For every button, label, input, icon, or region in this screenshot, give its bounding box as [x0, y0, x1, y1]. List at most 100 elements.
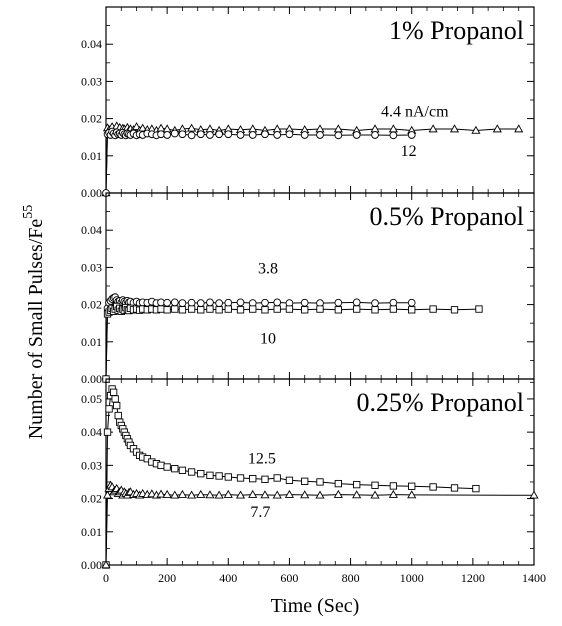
data-point [352, 131, 361, 139]
data-point [249, 474, 257, 483]
data-point [171, 465, 179, 473]
data-point [223, 489, 233, 498]
data-point [214, 490, 224, 499]
data-point [197, 306, 205, 314]
data-point [196, 130, 205, 139]
x-axis-label-group: Time (Sec) [271, 595, 360, 617]
data-point [475, 305, 483, 313]
data-point [163, 306, 171, 314]
series-line [105, 130, 412, 194]
data-point [273, 474, 281, 482]
data-point [334, 479, 342, 488]
annotation-label: 4.4 nA/cm [381, 104, 449, 121]
data-point [178, 299, 187, 307]
data-point [316, 478, 324, 486]
annotation-label: 7.7 [250, 504, 270, 521]
data-point [248, 131, 257, 139]
data-point [261, 306, 269, 314]
annotation-label: 12 [401, 143, 417, 160]
x-axis-label: Time (Sec) [271, 595, 360, 617]
data-point [170, 298, 179, 307]
data-point [163, 298, 171, 307]
data-point [187, 123, 197, 132]
data-point [113, 401, 121, 410]
data-point [407, 298, 416, 307]
data-point [450, 306, 459, 314]
x-tick-label: 1400 [522, 571, 546, 585]
panel-title: 0.5% Propanol [369, 202, 524, 231]
series-circle [102, 127, 416, 197]
data-point [371, 131, 379, 139]
panel-title: 1% Propanol [389, 16, 524, 45]
data-point [114, 411, 122, 420]
data-point [284, 489, 295, 498]
data-point [316, 305, 324, 313]
data-point [352, 298, 361, 307]
y-tick-label: 0.03 [81, 260, 102, 274]
data-point [353, 480, 361, 489]
data-point [206, 305, 214, 313]
series-square [102, 302, 483, 383]
y-axis-label: Number of Small Pulses/Fe55 [21, 205, 47, 440]
data-point [101, 560, 111, 569]
data-point [529, 490, 539, 499]
data-point [449, 124, 460, 133]
data-point [428, 124, 438, 133]
annotation-label: 12.5 [248, 451, 276, 468]
y-tick-label: 0.03 [81, 74, 102, 88]
y-axis-label-group: Number of Small Pulses/Fe55 [21, 205, 47, 440]
data-point [272, 490, 282, 499]
data-point [260, 490, 270, 499]
data-point [105, 405, 113, 413]
data-point [170, 129, 179, 138]
y-tick-label: 0.04 [81, 223, 102, 237]
data-point [352, 490, 362, 499]
y-axis-label-superscript: 55 [21, 205, 36, 219]
data-point [224, 130, 233, 139]
data-point [285, 130, 294, 139]
y-tick-label: 0.00 [81, 372, 102, 386]
data-point [224, 473, 232, 481]
data-point [492, 124, 502, 133]
data-point [157, 461, 165, 470]
data-point [147, 489, 157, 498]
data-point [162, 489, 172, 498]
data-point [109, 388, 118, 396]
data-point [236, 298, 245, 307]
x-tick-label: 800 [342, 571, 360, 585]
data-point [197, 470, 205, 478]
data-point [224, 305, 232, 313]
data-point [215, 130, 223, 139]
data-point [163, 463, 171, 471]
data-point [408, 306, 416, 314]
y-tick-label: 0.00 [81, 558, 102, 572]
data-point [301, 306, 309, 314]
y-tick-label: 0.04 [81, 425, 102, 439]
data-point [300, 490, 310, 499]
data-point [196, 299, 205, 307]
data-point [215, 299, 223, 307]
series-line [105, 305, 480, 380]
data-point [215, 306, 223, 314]
x-tick-label: 1000 [400, 571, 424, 585]
data-point [170, 490, 180, 499]
y-tick-label: 0.01 [81, 525, 102, 539]
data-point [261, 298, 269, 307]
data-point [472, 484, 480, 493]
data-point [224, 298, 233, 307]
data-point [103, 428, 112, 436]
x-tick-label: 600 [280, 571, 298, 585]
data-point [450, 484, 459, 492]
data-point [163, 131, 171, 139]
x-tick-label: 1200 [461, 571, 485, 585]
data-point [389, 131, 398, 140]
data-point [236, 474, 245, 482]
data-point [249, 305, 257, 313]
panel-title: 0.25% Propanol [356, 388, 524, 417]
annotation-label: 3.8 [258, 261, 278, 278]
y-tick-label: 0.05 [81, 392, 102, 406]
data-point [407, 131, 416, 139]
data-point [273, 298, 282, 307]
data-point [205, 490, 215, 499]
